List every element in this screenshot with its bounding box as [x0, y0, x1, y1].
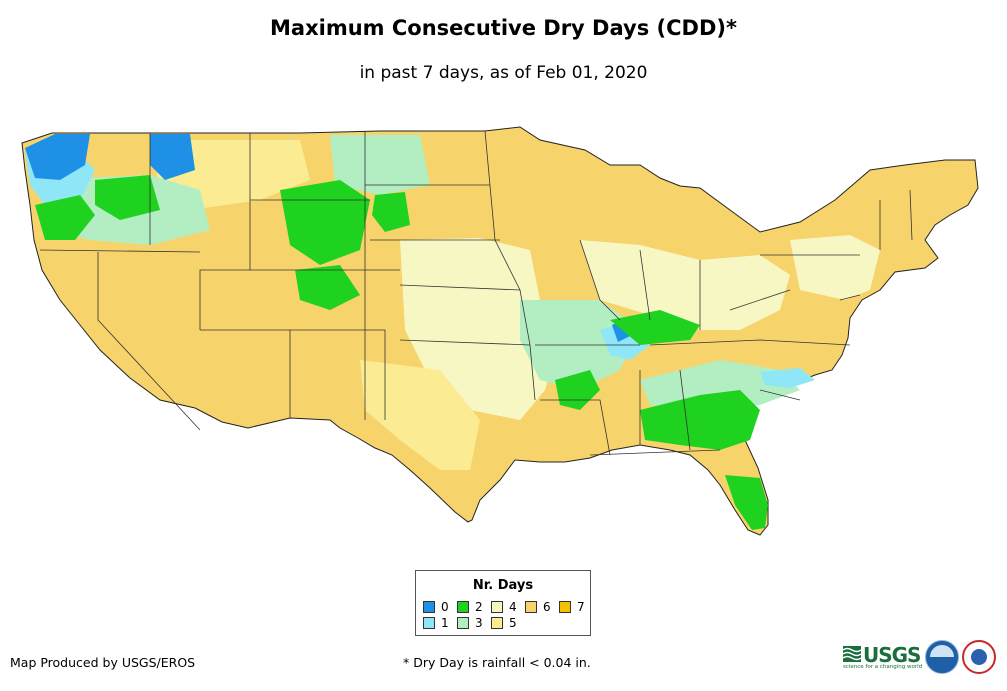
legend-swatch-1	[423, 617, 435, 629]
legend-label-5: 5	[509, 616, 517, 630]
nws-logo-icon	[962, 640, 996, 674]
legend-item-1: 1	[423, 617, 463, 631]
legend-swatch-6	[525, 601, 537, 613]
legend-item-4: 4	[491, 601, 531, 615]
legend-item-7: 7	[559, 601, 599, 615]
legend-box: Nr. Days 0 1 2 3 4 5 6	[415, 570, 591, 636]
region-0-idaho	[150, 134, 195, 180]
legend-swatch-0	[423, 601, 435, 613]
legend-item-6: 6	[525, 601, 565, 615]
noaa-logo-icon	[925, 640, 959, 674]
legend-item-5: 5	[491, 617, 531, 631]
region-2-black-hills	[372, 192, 410, 232]
footnote-text: * Dry Day is rainfall < 0.04 in.	[403, 655, 591, 670]
region-2-wyoming	[280, 180, 370, 265]
usgs-wave-icon	[843, 646, 861, 662]
region-2-colorado	[295, 265, 360, 310]
region-1-carolina	[760, 368, 815, 388]
legend-item-3: 3	[457, 617, 497, 631]
region-2-southeast	[640, 390, 760, 450]
region-2-tennessee	[610, 310, 700, 345]
legend-item-0: 0	[423, 601, 463, 615]
region-4-northeast	[790, 235, 880, 300]
legend-title: Nr. Days	[472, 578, 534, 593]
usgs-logo-text: USGS	[863, 643, 921, 667]
legend-swatch-3	[457, 617, 469, 629]
legend-item-2: 2	[457, 601, 497, 615]
region-0-washington	[25, 134, 90, 180]
map-subtitle: in past 7 days, as of Feb 01, 2020	[359, 63, 648, 83]
credit-text: Map Produced by USGS/EROS	[10, 655, 196, 670]
state-boundaries	[39, 130, 913, 456]
legend-label-1: 1	[441, 616, 449, 630]
usgs-logo: USGS science for a changing world	[843, 643, 923, 670]
region-2-florida	[725, 475, 768, 530]
region-5-south	[360, 360, 480, 470]
region-3-dakota	[330, 135, 430, 195]
legend-label-4: 4	[509, 600, 517, 614]
map-title: Maximum Consecutive Dry Days (CDD)*	[270, 16, 737, 40]
legend-swatch-2	[457, 601, 469, 613]
region-2-oregon	[35, 195, 95, 240]
legend-swatch-4	[491, 601, 503, 613]
legend-swatch-7	[559, 601, 571, 613]
legend-label-6: 6	[543, 600, 551, 614]
legend-label-2: 2	[475, 600, 483, 614]
legend-swatch-5	[491, 617, 503, 629]
usgs-tagline: science for a changing world	[843, 664, 923, 670]
legend-label-7: 7	[577, 600, 585, 614]
legend-label-0: 0	[441, 600, 449, 614]
legend-label-3: 3	[475, 616, 483, 630]
region-2-idaho	[95, 175, 160, 220]
